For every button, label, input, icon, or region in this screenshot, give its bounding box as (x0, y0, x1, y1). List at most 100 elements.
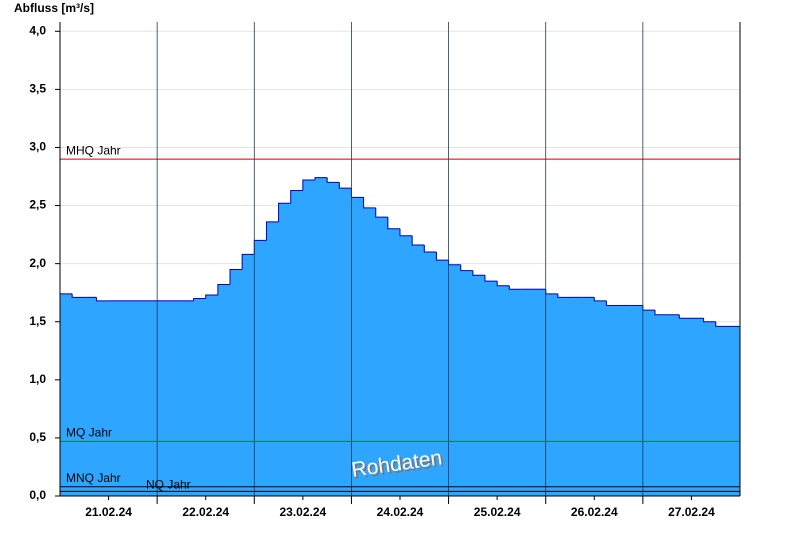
step-line (278, 202, 291, 222)
area-step (302, 180, 316, 496)
step-line (338, 182, 352, 189)
area-step (387, 228, 401, 496)
area-step (205, 295, 219, 496)
area-step (448, 264, 462, 496)
y-tick-label: 3,0 (29, 140, 46, 154)
step-line (411, 235, 425, 246)
step-line (654, 310, 668, 316)
y-tick-label: 3,5 (29, 82, 46, 96)
area-step (472, 275, 486, 496)
area-step (193, 298, 207, 496)
step-line (265, 221, 279, 241)
area-step (727, 326, 741, 496)
area-step (169, 300, 182, 496)
area-step (521, 289, 535, 496)
step-line (435, 252, 449, 261)
area-step (557, 297, 571, 496)
step-line (484, 275, 498, 282)
area-step (412, 245, 425, 496)
area-step (254, 240, 267, 496)
area-step (509, 289, 522, 496)
step-line (387, 217, 400, 230)
area-step (217, 284, 231, 496)
y-tick-label: 1,0 (29, 372, 46, 386)
area-step (497, 285, 510, 496)
step-line (703, 318, 716, 323)
area-step (84, 297, 97, 496)
step-line (399, 228, 413, 237)
area-step (266, 221, 280, 496)
step-line (363, 197, 376, 209)
area-step (545, 293, 559, 496)
area-step (606, 305, 620, 496)
reference-label: MHQ Jahr (66, 143, 121, 157)
area-step (181, 300, 195, 496)
area-step (485, 281, 498, 496)
x-tick-label: 25.02.24 (474, 505, 521, 519)
step-line (423, 245, 437, 253)
area-step (339, 188, 352, 496)
step-line (496, 281, 510, 287)
area-step (533, 289, 547, 496)
area-step (60, 293, 73, 496)
step-line (557, 293, 570, 298)
step-line (472, 270, 485, 276)
x-tick-label: 27.02.24 (668, 505, 715, 519)
area-step (363, 207, 377, 496)
area-step (703, 321, 717, 496)
step-line (71, 293, 85, 298)
step-line (302, 179, 315, 191)
area-step (145, 300, 158, 496)
reference-label: MNQ Jahr (66, 471, 121, 485)
area-step (278, 203, 292, 496)
step-line (290, 189, 303, 204)
step-line (593, 297, 607, 302)
step-line (229, 268, 243, 285)
area-step (351, 197, 365, 497)
step-line (460, 264, 473, 272)
area-step (400, 235, 413, 496)
area-step (582, 297, 595, 496)
area-step (691, 318, 705, 496)
y-tick-label: 0,0 (29, 488, 46, 502)
area-step (594, 300, 607, 496)
area-step (230, 269, 243, 496)
reference-label: MQ Jahr (66, 426, 112, 440)
area-step (667, 314, 680, 496)
x-tick-label: 24.02.24 (377, 505, 424, 519)
area-step (630, 305, 644, 496)
area-step (157, 300, 170, 496)
area-step (132, 300, 146, 496)
area-step (460, 270, 474, 496)
step-line (326, 177, 340, 183)
area-step (679, 318, 692, 496)
x-tick-label: 26.02.24 (571, 505, 618, 519)
area-step (424, 252, 437, 496)
step-line (605, 300, 619, 306)
step-line (375, 207, 388, 218)
y-tick-label: 1,5 (29, 314, 46, 328)
step-line (193, 298, 206, 301)
area-step (642, 310, 656, 496)
reference-label: NQ Jahr (146, 478, 191, 492)
step-line (350, 188, 364, 198)
area-step (715, 326, 729, 496)
area-step (570, 297, 583, 496)
step-line (678, 314, 692, 319)
area-step (436, 260, 450, 496)
y-tick-label: 2,5 (29, 198, 46, 212)
step-line (508, 285, 522, 290)
area-step (655, 314, 668, 496)
y-tick-label: 0,5 (29, 430, 46, 444)
area-step (242, 254, 255, 496)
y-axis-title: Abfluss [m³/s] (14, 1, 94, 15)
area-step (72, 297, 85, 496)
step-line (715, 321, 728, 327)
area-step (108, 300, 122, 496)
y-tick-label: 4,0 (29, 23, 46, 37)
step-line (642, 305, 655, 311)
x-tick-label: 21.02.24 (85, 505, 132, 519)
x-tick-label: 23.02.24 (279, 505, 326, 519)
area-step (375, 217, 389, 497)
